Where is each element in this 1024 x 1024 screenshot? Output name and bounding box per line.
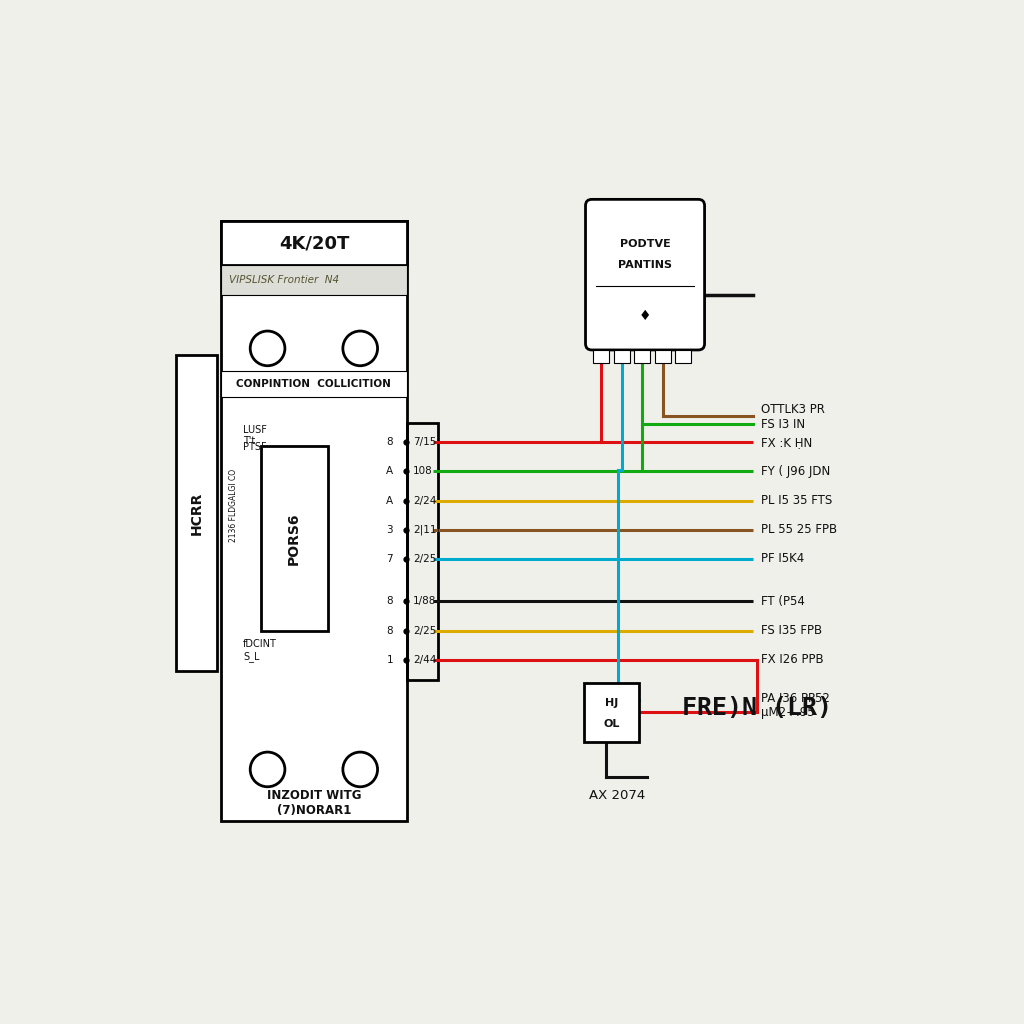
Text: INZODIT WITG
(7)NORAR1: INZODIT WITG (7)NORAR1 [266, 790, 361, 817]
Text: 1/88: 1/88 [413, 597, 436, 606]
Circle shape [343, 752, 378, 786]
Text: 3: 3 [386, 524, 393, 535]
Text: FY ( J96 JDN: FY ( J96 JDN [762, 465, 830, 478]
Text: PL 55 25 FPB: PL 55 25 FPB [762, 523, 838, 537]
Text: FRE)N (LR): FRE)N (LR) [683, 696, 833, 720]
Circle shape [343, 331, 378, 366]
Bar [614, 350, 630, 362]
Text: 2/44: 2/44 [413, 654, 436, 665]
Bar [584, 683, 639, 741]
Text: FS I35 FPB: FS I35 FPB [762, 625, 822, 637]
Text: FX :K ḤN: FX :K ḤN [762, 436, 813, 449]
Bar [676, 350, 691, 362]
Text: 2/25: 2/25 [413, 626, 436, 636]
Text: 4K/20T: 4K/20T [279, 234, 349, 252]
Text: FS I3 IN: FS I3 IN [762, 418, 806, 430]
Text: A: A [386, 496, 393, 506]
Bar [221, 221, 407, 265]
Text: OL: OL [603, 719, 620, 729]
Text: 2136 FLDGALGI CO: 2136 FLDGALGI CO [229, 469, 239, 542]
Text: A: A [386, 466, 393, 476]
Bar [593, 350, 609, 362]
Text: PTSF: PTSF [244, 442, 267, 453]
Text: FT (P54: FT (P54 [762, 595, 805, 608]
Circle shape [250, 331, 285, 366]
Text: AX 2074: AX 2074 [590, 788, 646, 802]
Text: 8: 8 [386, 437, 393, 447]
Bar [221, 265, 407, 295]
Bar [221, 221, 407, 820]
Text: 2/25: 2/25 [413, 554, 436, 564]
Text: PF I5K4: PF I5K4 [762, 552, 805, 565]
Text: PODTVE: PODTVE [620, 240, 671, 249]
Text: 8: 8 [386, 626, 393, 636]
Text: PORS6: PORS6 [287, 513, 301, 565]
Bar [221, 372, 407, 397]
Text: fDCINT
S_L: fDCINT S_L [244, 639, 278, 662]
FancyBboxPatch shape [586, 200, 705, 350]
Text: μM2+.95: μM2+.95 [762, 707, 815, 719]
Text: OTTLK3 PR: OTTLK3 PR [762, 403, 825, 417]
Text: VIPSLISK Frontier  N4: VIPSLISK Frontier N4 [229, 274, 339, 285]
Circle shape [250, 752, 285, 786]
Bar [407, 423, 438, 680]
Text: PL I5 35 FTS: PL I5 35 FTS [762, 494, 833, 507]
Text: ♦: ♦ [639, 309, 651, 323]
Text: PA I36 PP52: PA I36 PP52 [762, 692, 830, 705]
Text: FX I26 PPB: FX I26 PPB [762, 653, 824, 667]
Bar [635, 350, 650, 362]
Text: 8: 8 [386, 597, 393, 606]
Text: 1: 1 [386, 654, 393, 665]
Text: PANTINS: PANTINS [618, 260, 672, 270]
Text: HJ: HJ [605, 698, 618, 709]
Text: 108: 108 [413, 466, 432, 476]
Text: 2/24: 2/24 [413, 496, 436, 506]
Bar [261, 446, 328, 632]
Bar [655, 350, 671, 362]
Text: CONPINTION  COLLICITION: CONPINTION COLLICITION [237, 379, 391, 389]
Text: 7: 7 [386, 554, 393, 564]
Text: HCRR: HCRR [189, 492, 204, 535]
Text: 2|11|: 2|11| [413, 524, 440, 535]
Text: 7/15: 7/15 [413, 437, 436, 447]
Text: LUSF
T't: LUSF T't [244, 425, 267, 446]
Bar [176, 355, 217, 671]
